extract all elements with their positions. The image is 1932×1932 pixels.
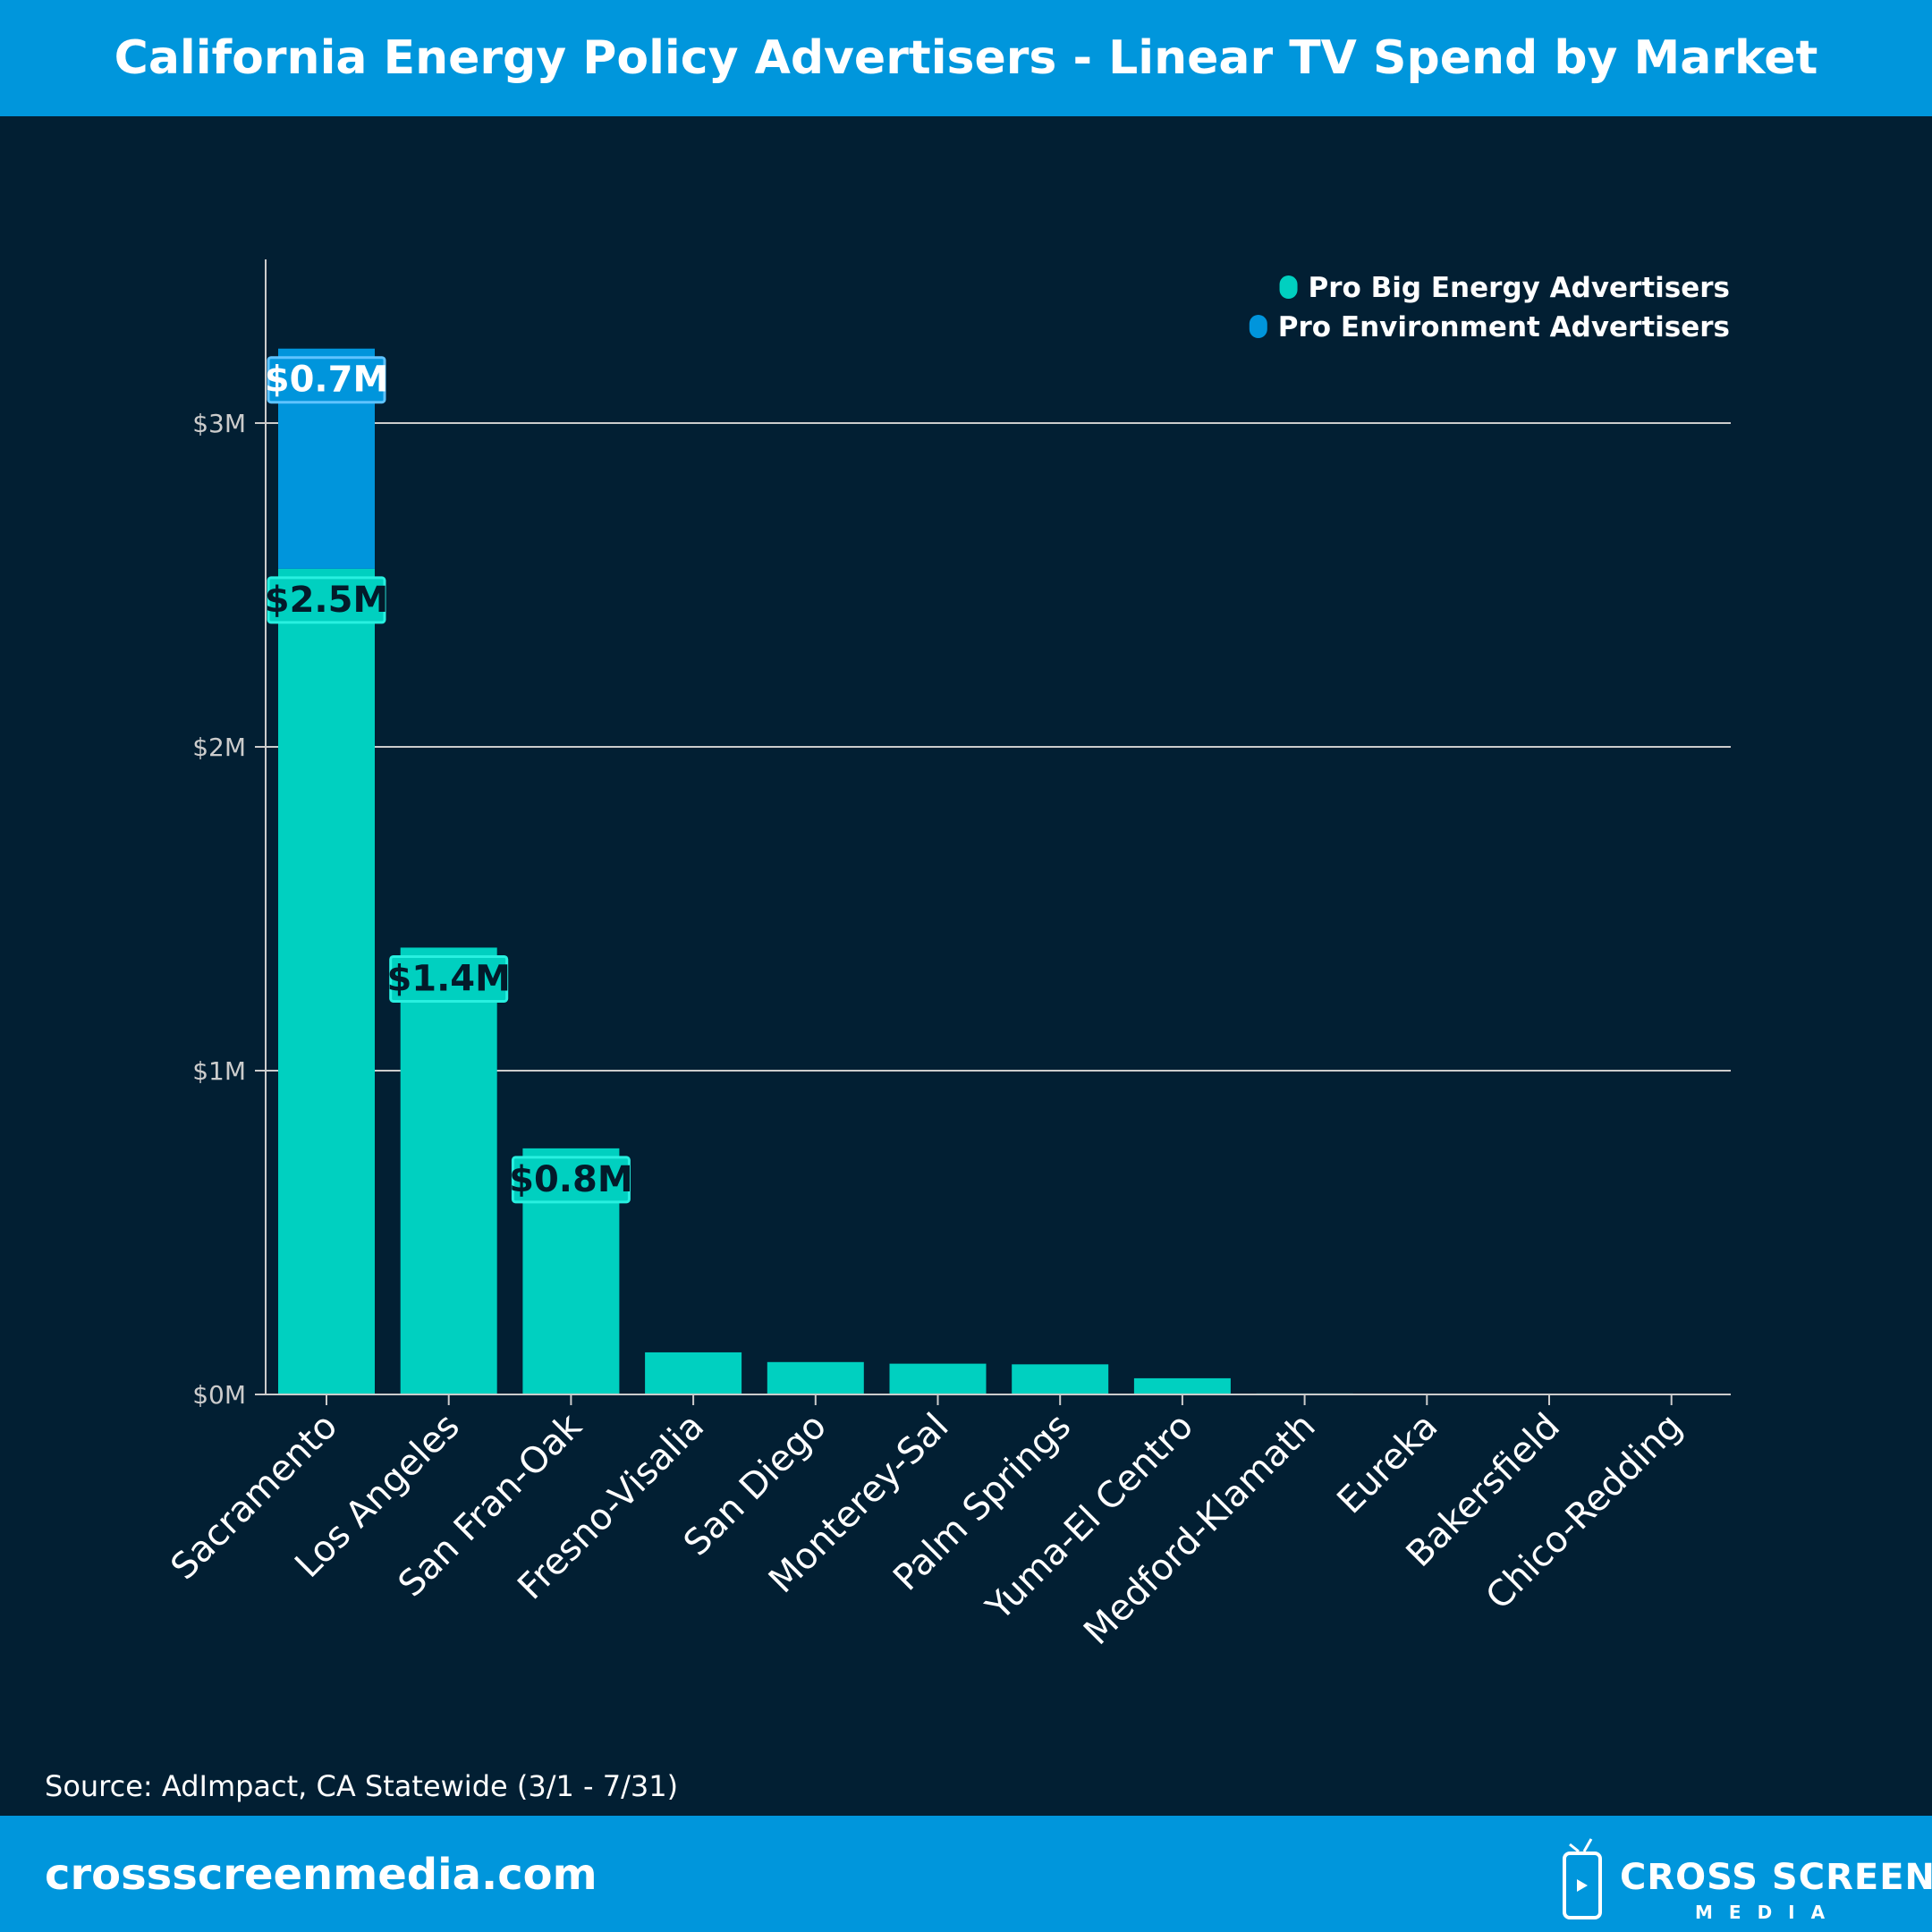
data-label: $0.8M — [509, 1159, 633, 1200]
x-tick-label: Yuma-El Centro — [978, 1406, 1200, 1629]
bar-pro-big-energy — [1133, 1377, 1231, 1394]
data-labels: $2.5M $0.7M $1.4M $0.8M — [265, 356, 633, 1204]
legend-swatch — [1249, 315, 1267, 338]
data-label-box — [511, 1156, 631, 1204]
website-link[interactable]: crossscreenmedia.com — [45, 1850, 597, 1900]
bar-pro-big-energy — [645, 1352, 742, 1394]
data-label-box — [267, 576, 386, 624]
y-tick-label: $1M — [192, 1056, 246, 1086]
data-label: $0.7M — [265, 360, 389, 401]
bar-pro-big-energy — [278, 568, 375, 1394]
y-tick-label: $2M — [192, 733, 246, 762]
x-tick-label: Medford-Klamath — [1076, 1406, 1323, 1653]
footer-bar: crossscreenmedia.com CROSS SCREEN MEDIA — [0, 1816, 1932, 1932]
header-bar: California Energy Policy Advertisers - L… — [0, 0, 1932, 116]
tv-play-icon — [1563, 1838, 1602, 1919]
data-label: $1.4M — [386, 958, 511, 999]
brand-logo: CROSS SCREEN MEDIA — [1561, 1834, 1932, 1923]
y-tick-label: $0M — [192, 1380, 246, 1410]
data-label-box — [267, 356, 386, 404]
chart-area: $0M $1M $2M $3M Sacramento Los Angeles San Fra… — [0, 116, 1932, 1816]
bar-pro-big-energy — [400, 947, 497, 1394]
logo-subtitle: MEDIA — [1695, 1902, 1842, 1923]
chart-title: California Energy Policy Advertisers - L… — [114, 31, 1818, 85]
logo-name: CROSS SCREEN — [1620, 1857, 1932, 1898]
source-note: Source: AdImpact, CA Statewide (3/1 - 7/… — [45, 1769, 679, 1803]
bar-pro-big-energy — [889, 1363, 987, 1394]
legend-swatch — [1279, 275, 1298, 299]
grid-lines — [266, 422, 1731, 1072]
bar-pro-big-energy — [1012, 1364, 1109, 1394]
y-tick-label: $3M — [192, 409, 246, 438]
x-tick-label: Eureka — [1329, 1406, 1445, 1522]
data-label: $2.5M — [265, 580, 389, 621]
data-label-box — [389, 954, 509, 1003]
legend-label: Pro Environment Advertisers — [1278, 311, 1730, 343]
bar-pro-big-energy — [767, 1361, 864, 1394]
bars — [278, 348, 1720, 1395]
legend: Pro Big Energy Advertisers Pro Environmen… — [1249, 272, 1730, 343]
legend-label: Pro Big Energy Advertisers — [1309, 272, 1730, 304]
